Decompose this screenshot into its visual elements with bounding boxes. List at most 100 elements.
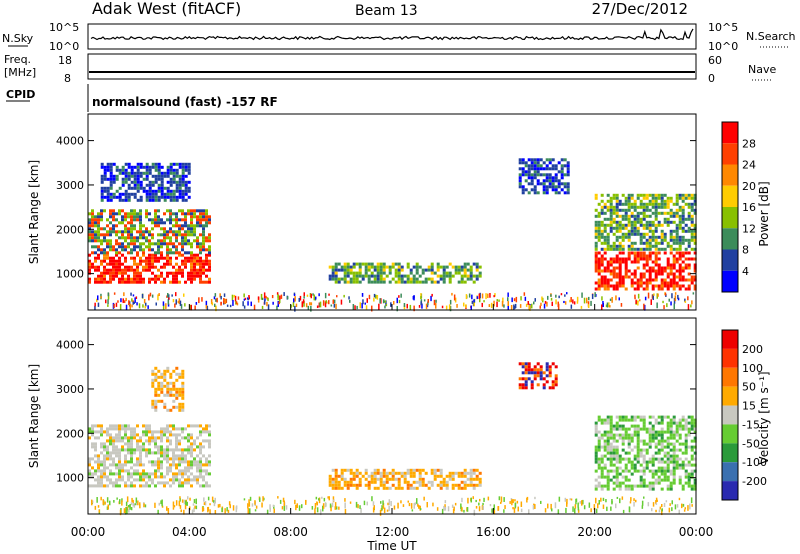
heatmap-cell <box>121 445 124 449</box>
heatmap-cell <box>536 362 540 366</box>
heatmap-cell <box>118 230 121 234</box>
heatmap-cell <box>139 165 143 169</box>
heatmap-cell <box>148 265 151 269</box>
heatmap-cell <box>621 278 625 282</box>
heatmap-cell <box>166 271 169 275</box>
scatter-speckle <box>310 293 312 299</box>
heatmap-cell <box>157 451 160 455</box>
heatmap-cell <box>196 215 199 219</box>
heatmap-cell <box>651 415 655 419</box>
heatmap-cell <box>130 442 133 446</box>
scatter-speckle <box>595 508 598 513</box>
heatmap-cell <box>181 372 185 376</box>
scatter-speckle <box>209 509 211 514</box>
heatmap-cell <box>187 209 190 213</box>
heatmap-cell <box>118 245 121 249</box>
heatmap-cell <box>654 202 658 206</box>
scatter-speckle <box>303 296 305 299</box>
heatmap-cell <box>612 247 616 251</box>
heatmap-cell <box>463 262 467 266</box>
heatmap-cell <box>600 241 604 245</box>
heatmap-cell <box>687 229 691 233</box>
heatmap-cell <box>175 387 179 391</box>
heatmap-cell <box>533 191 537 195</box>
heatmap-cell <box>693 235 697 239</box>
heatmap-cell <box>124 171 128 175</box>
heatmap-cell <box>394 486 398 490</box>
heatmap-cell <box>594 214 598 218</box>
heatmap-cell <box>639 220 643 224</box>
heatmap-cell <box>196 454 199 458</box>
heatmap-cell <box>639 275 643 279</box>
heatmap-cell <box>621 481 625 485</box>
scatter-speckle <box>109 500 111 506</box>
scatter-speckle <box>526 497 528 503</box>
heatmap-cell <box>633 217 637 221</box>
scatter-speckle <box>581 500 583 506</box>
heatmap-cell <box>412 280 416 284</box>
heatmap-cell <box>154 253 157 257</box>
heatmap-cell <box>663 430 667 434</box>
heatmap-cell <box>609 257 613 261</box>
heatmap-cell <box>202 265 205 269</box>
scatter-speckle <box>123 300 126 303</box>
heatmap-cell <box>154 439 157 443</box>
heatmap-cell <box>94 430 97 434</box>
scatter-speckle <box>187 496 189 500</box>
heatmap-cell <box>172 277 175 281</box>
heatmap-cell <box>106 224 109 228</box>
heatmap-cell <box>642 266 646 270</box>
heatmap-cell <box>693 226 697 230</box>
heatmap-cell <box>521 362 525 366</box>
heatmap-cell <box>136 212 139 216</box>
heatmap-cell <box>343 277 347 281</box>
heatmap-cell <box>612 436 616 440</box>
heatmap-cell <box>157 430 160 434</box>
heatmap-cell <box>163 256 166 260</box>
heatmap-cell <box>627 238 631 242</box>
heatmap-cell <box>597 418 601 422</box>
heatmap-cell <box>551 185 555 189</box>
heatmap-cell <box>675 199 679 203</box>
heatmap-cell <box>190 478 193 482</box>
heatmap-cell <box>124 162 128 166</box>
heatmap-cell <box>202 463 205 467</box>
heatmap-cell <box>100 280 103 284</box>
heatmap-cell <box>130 242 133 246</box>
scatter-speckle <box>179 496 181 499</box>
heatmap-cell <box>106 466 109 470</box>
heatmap-cell <box>382 486 386 490</box>
scatter-speckle <box>465 304 467 308</box>
heatmap-cell <box>145 227 148 231</box>
heatmap-cell <box>409 474 413 478</box>
heatmap-cell <box>175 439 178 443</box>
heatmap-cell <box>660 272 664 276</box>
heatmap-cell <box>100 427 103 431</box>
heatmap-cell <box>145 189 149 193</box>
heatmap-cell <box>103 236 106 240</box>
heatmap-cell <box>654 430 658 434</box>
heatmap-cell <box>199 221 202 225</box>
heatmap-cell <box>672 418 676 422</box>
heatmap-cell <box>639 427 643 431</box>
heatmap-cell <box>175 236 178 240</box>
heatmap-cell <box>118 448 121 452</box>
scatter-speckle <box>162 304 165 310</box>
heatmap-cell <box>621 232 625 236</box>
heatmap-cell <box>208 445 211 449</box>
heatmap-cell <box>100 212 103 216</box>
heatmap-cell <box>606 205 610 209</box>
heatmap-cell <box>633 251 637 255</box>
heatmap-cell <box>524 173 528 177</box>
heatmap-cell <box>151 221 154 225</box>
heatmap-cell <box>163 277 166 281</box>
scatter-speckle <box>490 302 493 308</box>
heatmap-cell <box>130 451 133 455</box>
scatter-speckle <box>418 505 420 508</box>
heatmap-cell <box>660 421 664 425</box>
heatmap-cell <box>385 486 389 490</box>
heatmap-cell <box>196 466 199 470</box>
heatmap-cell <box>527 170 531 174</box>
heatmap-cell <box>112 192 116 196</box>
heatmap-cell <box>609 442 613 446</box>
